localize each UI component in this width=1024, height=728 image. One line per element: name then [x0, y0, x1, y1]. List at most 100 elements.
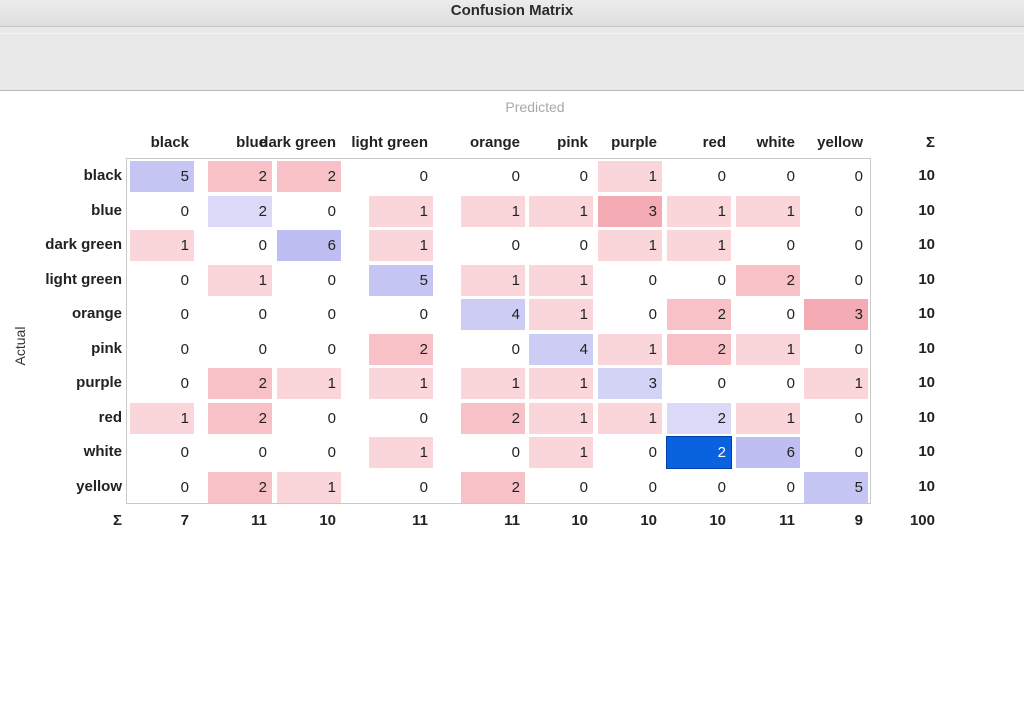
matrix-cell[interactable]: 0 — [786, 478, 795, 496]
matrix-cell[interactable]: 1 — [529, 402, 593, 434]
matrix-cell[interactable]: 1 — [369, 437, 433, 468]
matrix-cell[interactable]: 0 — [511, 168, 520, 185]
matrix-cell[interactable]: 1 — [529, 299, 593, 330]
matrix-cell[interactable]: 2 — [208, 368, 272, 399]
matrix-cell[interactable]: 3 — [598, 195, 662, 227]
matrix-cell[interactable]: 0 — [786, 306, 795, 323]
matrix-cell[interactable]: 2 — [208, 471, 272, 503]
matrix-cell[interactable]: 6 — [736, 437, 800, 468]
matrix-cell[interactable]: 0 — [717, 168, 726, 185]
matrix-cell[interactable]: 0 — [419, 306, 428, 323]
matrix-cell[interactable]: 0 — [327, 444, 336, 461]
matrix-cell[interactable]: 1 — [598, 161, 662, 192]
matrix-cell[interactable]: 0 — [786, 237, 795, 254]
matrix-cell[interactable]: 0 — [579, 237, 588, 254]
matrix-cell[interactable]: 1 — [529, 264, 593, 296]
matrix-cell[interactable]: 0 — [854, 340, 863, 358]
matrix-cell[interactable]: 0 — [511, 237, 520, 254]
matrix-cell[interactable]: 2 — [208, 195, 272, 227]
matrix-cell[interactable]: 0 — [854, 271, 863, 289]
matrix-cell[interactable]: 5 — [130, 161, 194, 192]
matrix-cell[interactable]: 0 — [419, 478, 428, 496]
matrix-cell[interactable]: 1 — [369, 195, 433, 227]
matrix-cell[interactable]: 0 — [258, 306, 267, 323]
matrix-cell[interactable]: 1 — [667, 230, 731, 261]
matrix-cell[interactable]: 0 — [579, 478, 588, 496]
matrix-cell[interactable]: 1 — [208, 264, 272, 296]
matrix-cell[interactable]: 0 — [717, 271, 726, 289]
matrix-cell[interactable]: 0 — [180, 306, 189, 323]
matrix-cell[interactable]: 2 — [208, 402, 272, 434]
matrix-cell[interactable]: 0 — [648, 478, 657, 496]
matrix-cell[interactable]: 0 — [854, 237, 863, 254]
matrix-cell[interactable]: 0 — [180, 202, 189, 220]
matrix-cell[interactable]: 1 — [598, 333, 662, 365]
matrix-cell[interactable]: 1 — [736, 402, 800, 434]
matrix-cell[interactable]: 1 — [461, 368, 525, 399]
matrix-cell[interactable]: 0 — [419, 409, 428, 427]
matrix-cell[interactable]: 0 — [717, 478, 726, 496]
matrix-cell[interactable]: 1 — [369, 230, 433, 261]
matrix-cell[interactable]: 0 — [327, 271, 336, 289]
matrix-cell[interactable]: 1 — [277, 471, 341, 503]
matrix-cell[interactable]: 0 — [579, 168, 588, 185]
matrix-cell[interactable]: 2 — [369, 333, 433, 365]
matrix-cell[interactable]: 0 — [327, 202, 336, 220]
matrix-cell[interactable]: 0 — [786, 375, 795, 392]
matrix-cell[interactable]: 1 — [736, 195, 800, 227]
matrix-cell[interactable]: 4 — [461, 299, 525, 330]
matrix-cell[interactable]: 3 — [804, 299, 868, 330]
matrix-cell[interactable]: 0 — [327, 306, 336, 323]
matrix-cell[interactable]: 0 — [180, 271, 189, 289]
matrix-cell[interactable]: 0 — [180, 340, 189, 358]
matrix-cell[interactable]: 0 — [258, 340, 267, 358]
matrix-cell[interactable]: 0 — [854, 202, 863, 220]
matrix-cell[interactable]: 1 — [804, 368, 868, 399]
matrix-cell[interactable]: 0 — [854, 444, 863, 461]
matrix-cell[interactable]: 1 — [277, 368, 341, 399]
matrix-cell[interactable]: 0 — [511, 444, 520, 461]
matrix-cell[interactable]: 2 — [667, 299, 731, 330]
matrix-cell[interactable]: 4 — [529, 333, 593, 365]
matrix-cell[interactable]: 0 — [717, 375, 726, 392]
matrix-cell[interactable]: 1 — [598, 230, 662, 261]
matrix-cell[interactable]: 0 — [327, 340, 336, 358]
matrix-cell[interactable]: 0 — [180, 444, 189, 461]
matrix-cell[interactable]: 0 — [854, 409, 863, 427]
matrix-cell[interactable]: 1 — [461, 264, 525, 296]
matrix-cell[interactable]: 1 — [736, 333, 800, 365]
matrix-cell[interactable]: 1 — [598, 402, 662, 434]
matrix-cell[interactable]: 0 — [786, 168, 795, 185]
matrix-cell[interactable]: 0 — [854, 168, 863, 185]
matrix-cell[interactable]: 0 — [180, 375, 189, 392]
matrix-cell[interactable]: 0 — [258, 237, 267, 254]
matrix-cell[interactable]: 1 — [130, 402, 194, 434]
matrix-cell[interactable]: 0 — [648, 306, 657, 323]
matrix-cell[interactable]: 0 — [419, 168, 428, 185]
matrix-cell[interactable]: 1 — [369, 368, 433, 399]
matrix-cell[interactable]: 2 — [736, 264, 800, 296]
matrix-cell[interactable]: 2 — [461, 471, 525, 503]
matrix-cell[interactable]: 5 — [369, 264, 433, 296]
matrix-cell[interactable]: 1 — [130, 230, 194, 261]
matrix-cell[interactable]: 2 — [667, 402, 731, 434]
matrix-cell[interactable]: 0 — [258, 444, 267, 461]
matrix-cell[interactable]: 2 — [461, 402, 525, 434]
matrix-cell[interactable]: 3 — [598, 368, 662, 399]
matrix-cell[interactable]: 2 — [277, 161, 341, 192]
matrix-cell[interactable]: 1 — [529, 368, 593, 399]
matrix-cell[interactable]: 1 — [667, 195, 731, 227]
matrix-cell[interactable]: 2 — [667, 333, 731, 365]
matrix-cell[interactable]: 2 — [208, 161, 272, 192]
matrix-cell[interactable]: 0 — [511, 340, 520, 358]
matrix-cell[interactable]: 1 — [461, 195, 525, 227]
matrix-cell[interactable]: 0 — [180, 478, 189, 496]
matrix-cell[interactable]: 6 — [277, 230, 341, 261]
matrix-cell[interactable]: 0 — [327, 409, 336, 427]
matrix-cell[interactable]: 0 — [648, 444, 657, 461]
matrix-cell[interactable]: 5 — [804, 471, 868, 503]
matrix-cell[interactable]: 0 — [648, 271, 657, 289]
matrix-cell[interactable]: 1 — [529, 437, 593, 468]
matrix-cell-selected[interactable]: 2 — [666, 436, 732, 469]
matrix-cell[interactable]: 1 — [529, 195, 593, 227]
